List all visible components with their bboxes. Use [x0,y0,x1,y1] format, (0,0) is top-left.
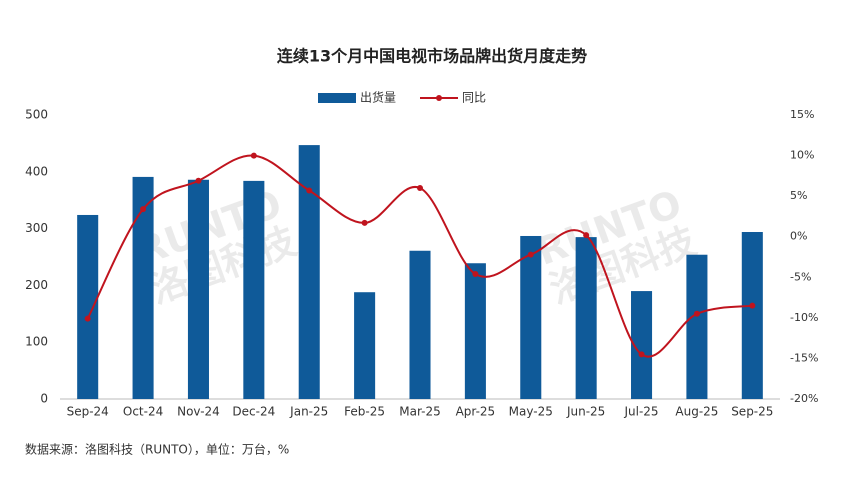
bar [741,232,763,399]
line-marker [749,302,756,309]
x-tick-label: Nov-24 [177,405,220,419]
line-marker [84,315,91,322]
legend-swatch [318,93,356,103]
x-tick-label: Sep-25 [731,405,773,419]
x-tick-label: Jun-25 [566,405,605,419]
x-tick-label: May-25 [509,405,553,419]
line-marker [140,206,147,213]
y-tick-label: 500 [25,108,48,122]
bar [520,235,542,399]
y2-tick-label: -5% [790,270,811,283]
y2-tick-label: 10% [790,149,814,162]
y2-tick-label: -10% [790,311,818,324]
x-tick-label: Dec-24 [232,405,275,419]
legend-label: 同比 [462,91,486,105]
line-marker [638,351,645,358]
source-note: 数据来源：洛图科技（RUNTO），单位：万台，% [25,442,289,457]
legend-swatch [436,95,442,101]
bar [187,179,209,399]
bar [77,214,99,399]
x-tick-label: Jul-25 [623,405,658,419]
bar [409,250,431,399]
y2-tick-label: -20% [790,392,818,405]
x-tick-label: Oct-24 [123,405,163,419]
bar [354,292,376,399]
line-marker [583,232,590,239]
x-tick-label: Feb-25 [344,405,385,419]
bar [298,145,320,399]
x-tick-label: Aug-25 [675,405,718,419]
x-tick-label: Sep-24 [67,405,109,419]
y-tick-label: 200 [25,278,48,292]
y-tick-label: 0 [40,392,48,406]
x-tick-label: Mar-25 [399,405,440,419]
line-marker [306,187,313,194]
y2-tick-label: 15% [790,108,814,121]
y2-tick-label: 5% [790,189,807,202]
line-marker [693,310,700,317]
chart-title: 连续13个月中国电视市场品牌出货月度走势 [277,47,587,66]
x-tick-label: Jan-25 [289,405,328,419]
y-tick-label: 100 [25,335,48,349]
bar [464,263,486,399]
line-marker [195,177,202,184]
line-marker [250,152,257,159]
y-tick-label: 400 [25,164,48,178]
bar [631,291,653,399]
x-tick-label: Apr-25 [456,405,496,419]
bar [132,176,154,399]
line-marker [361,219,368,226]
bar [575,237,597,399]
y2-tick-label: 0% [790,230,807,243]
bar [686,254,708,399]
legend-label: 出货量 [360,90,396,105]
line-marker [527,251,534,258]
line-marker [472,271,479,278]
y2-tick-label: -15% [790,351,818,364]
bar [243,180,265,399]
y-tick-label: 300 [25,221,48,235]
line-marker [417,185,423,192]
